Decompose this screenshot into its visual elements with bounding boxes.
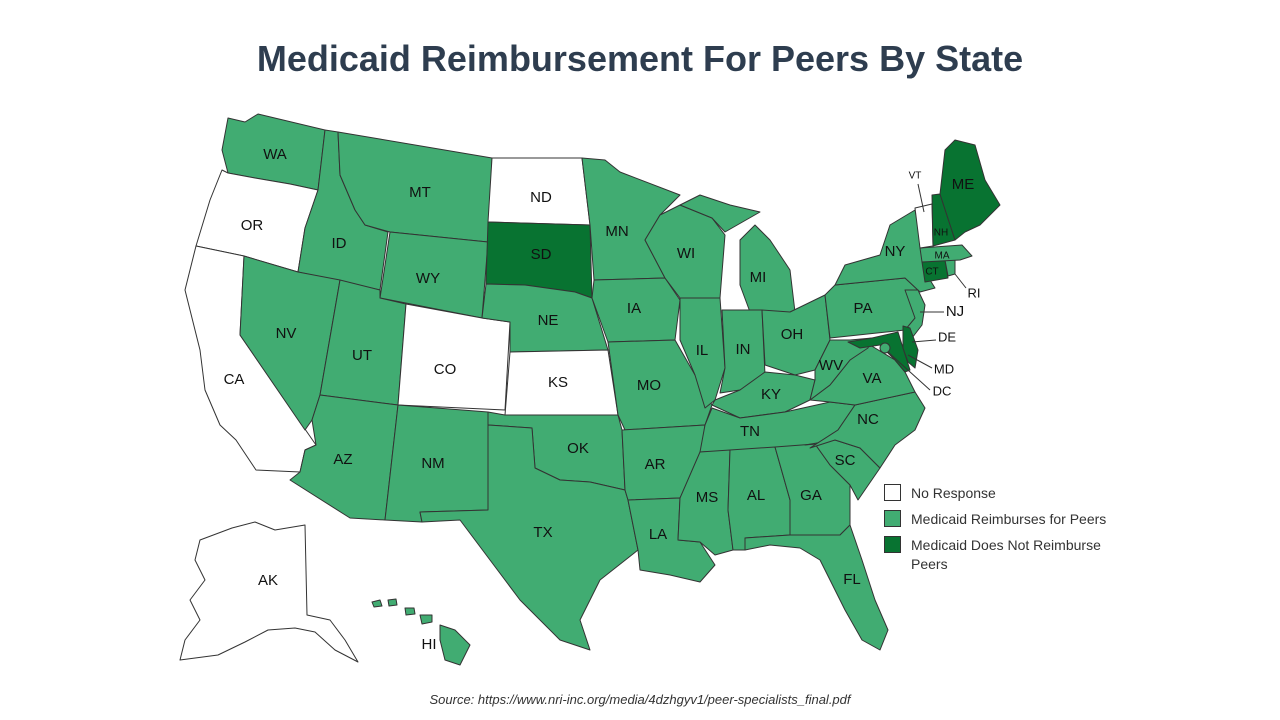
label-fl: FL [843,571,861,588]
legend-item-no-response: No Response [884,484,1144,503]
state-hi-5[interactable] [439,624,471,666]
label-nh: NH [934,228,948,239]
label-va: VA [863,370,882,387]
leader-de [911,339,937,343]
label-in: IN [736,341,751,358]
leader-vt [917,183,925,213]
page-title: Medicaid Reimbursement For Peers By Stat… [256,38,1024,79]
state-mo[interactable] [607,339,713,431]
state-fl[interactable] [744,524,889,651]
label-ar: AR [645,456,666,473]
label-mn: MN [605,223,628,240]
label-ny: NY [885,243,906,260]
label-wy: WY [416,270,440,287]
label-oh: OH [781,326,804,343]
legend-label-reimburses: Medicaid Reimburses for Peers [911,511,1107,527]
state-hi-3[interactable] [404,607,416,616]
label-ne: NE [538,312,559,329]
label-wi: WI [677,245,695,262]
label-tx: TX [533,524,552,541]
state-dc[interactable] [879,342,891,354]
label-mt: MT [409,184,431,201]
label-mi: MI [750,269,767,286]
leader-md [907,354,933,369]
label-ia: IA [627,300,641,317]
label-il: IL [696,342,709,359]
legend-item-reimburses: Medicaid Reimburses for Peers [884,510,1144,529]
label-ak: AK [258,572,278,589]
label-ga: GA [800,487,822,504]
label-nm: NM [421,455,444,472]
label-ma: MA [935,251,950,262]
label-id: ID [332,235,347,252]
label-tn: TN [740,423,760,440]
state-ma[interactable] [919,244,973,263]
label-ok: OK [567,440,589,457]
label-ky: KY [761,386,781,403]
leader-dc [887,351,931,391]
label-ct: CT [925,267,938,278]
label-ca: CA [224,371,245,388]
label-sd: SD [531,246,552,263]
state-de[interactable] [902,325,919,369]
label-az: AZ [333,451,352,468]
state-mi[interactable] [739,224,796,313]
state-hi-2[interactable] [387,598,398,607]
label-ut: UT [352,347,372,364]
label-ks: KS [548,374,568,391]
label-ri: RI [968,285,981,300]
state-mi-upper[interactable] [679,194,761,233]
legend-label-does-not-reimburse: Medicaid Does Not Reimburse Peers [911,537,1101,572]
state-wi[interactable] [644,204,726,299]
label-nv: NV [276,325,297,342]
label-nc: NC [857,411,879,428]
label-hi: HI [422,636,437,653]
label-al: AL [747,487,765,504]
label-ms: MS [696,489,719,506]
label-de: DE [938,329,956,344]
state-tx[interactable] [419,424,639,651]
label-mo: MO [637,377,661,394]
label-nd: ND [530,189,552,206]
legend-item-does-not-reimburse: Medicaid Does Not Reimburse Peers [884,536,1144,574]
source-note: Source: https://www.nri-inc.org/media/4d… [429,692,851,707]
state-me[interactable] [939,139,1001,241]
state-ak[interactable] [179,521,359,663]
legend-swatch-does-not-reimburse [884,536,901,553]
label-pa: PA [854,300,873,317]
label-wv: WV [819,357,843,374]
state-hi-4[interactable] [419,614,433,625]
label-or: OR [241,217,264,234]
state-nj[interactable] [904,289,926,339]
state-md[interactable] [847,331,911,373]
legend: No Response Medicaid Reimburses for Peer… [884,484,1144,581]
label-wa: WA [263,146,287,163]
state-hi-1[interactable] [371,599,383,608]
legend-swatch-reimburses [884,510,901,527]
label-nj: NJ [946,303,964,320]
label-vt: VT [909,171,922,182]
legend-label-no-response: No Response [911,485,996,501]
label-me: ME [952,176,975,193]
label-md: MD [934,361,954,376]
state-co[interactable] [397,303,511,411]
label-la: LA [649,526,667,543]
label-sc: SC [835,452,856,469]
state-il[interactable] [679,297,726,409]
leader-ri [954,273,967,289]
legend-swatch-no-response [884,484,901,501]
label-dc: DC [933,383,952,398]
label-co: CO [434,361,457,378]
